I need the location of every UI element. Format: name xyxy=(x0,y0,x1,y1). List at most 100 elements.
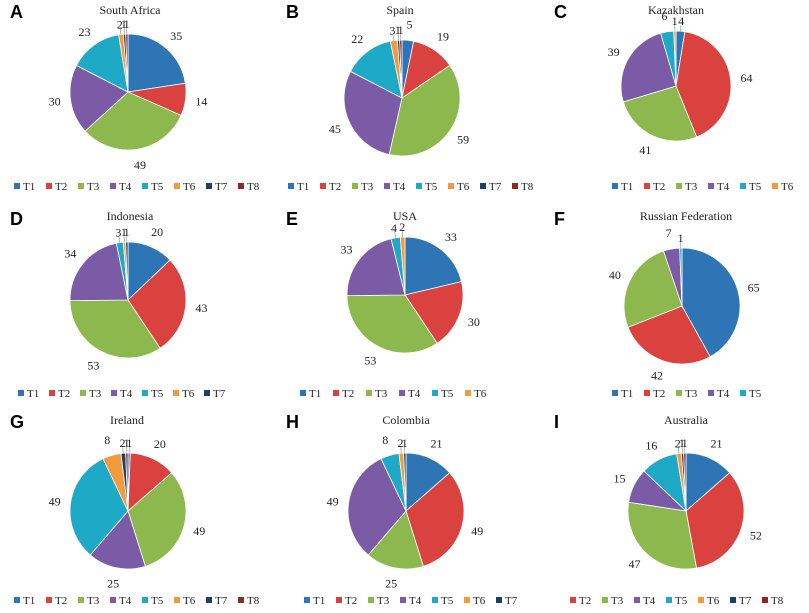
pie-data-label: 1 xyxy=(124,436,130,450)
pie-slice-t3 xyxy=(127,472,187,567)
legend-label: T8 xyxy=(247,595,260,607)
legend-swatch-t1 xyxy=(288,183,294,189)
legend-swatch-t3 xyxy=(78,597,84,603)
legend-label: T7 xyxy=(215,595,228,607)
pie-slice-t6 xyxy=(673,30,677,87)
pie-title: Indonesia xyxy=(107,209,154,223)
pie-title: Ireland xyxy=(110,413,144,427)
label-leader-line xyxy=(394,231,396,238)
pie-data-label: 20 xyxy=(154,437,166,451)
legend-swatch-t7 xyxy=(496,597,502,603)
pie-data-label: 20 xyxy=(151,225,163,239)
pie-slice-t1 xyxy=(681,247,741,358)
pie-slice-t3 xyxy=(623,250,683,328)
legend-swatch-t4 xyxy=(400,597,406,603)
legend-swatch-t7 xyxy=(206,183,212,189)
legend-label: T1 xyxy=(621,388,633,400)
legend-label: T2 xyxy=(342,388,354,400)
pie-data-label: 14 xyxy=(195,95,207,109)
legend-label: T2 xyxy=(579,595,591,607)
legend-label: T3 xyxy=(685,181,698,193)
pie-data-label: 33 xyxy=(445,230,457,244)
pie-data-label: 41 xyxy=(639,143,651,157)
legend-swatch-t7 xyxy=(204,390,210,396)
legend-label: T5 xyxy=(749,181,762,193)
pie-slice-t2 xyxy=(675,31,732,138)
legend-swatch-t2 xyxy=(49,390,55,396)
legend-label: T2 xyxy=(55,595,67,607)
pie-data-label: 47 xyxy=(628,557,640,571)
legend-label: T7 xyxy=(505,595,518,607)
legend-swatch-t5 xyxy=(142,183,148,189)
pie-data-label: 49 xyxy=(134,158,146,172)
pie-data-label: 49 xyxy=(471,524,483,538)
legend-swatch-t4 xyxy=(110,183,116,189)
legend-label: T7 xyxy=(215,181,228,193)
legend-swatch-t2 xyxy=(336,597,342,603)
pie-data-label: 2 xyxy=(675,437,681,451)
legend-swatch-t4 xyxy=(708,183,714,189)
pie-data-label: 19 xyxy=(437,29,449,43)
pie-data-label: 3 xyxy=(115,226,121,240)
legend-swatch-t1 xyxy=(612,390,618,396)
legend-label: T6 xyxy=(781,181,794,193)
panel-letter: F xyxy=(554,209,565,229)
legend-label: T3 xyxy=(377,595,390,607)
legend-label: T2 xyxy=(345,595,357,607)
legend-swatch-t7 xyxy=(480,183,486,189)
legend-label: T8 xyxy=(771,595,784,607)
legend-swatch-t1 xyxy=(18,390,24,396)
legend-swatch-t6 xyxy=(464,597,470,603)
pie-slice-t7 xyxy=(403,452,407,512)
pie-data-label: 21 xyxy=(431,437,443,451)
pie-slice-t3 xyxy=(622,85,698,142)
legend-label: T5 xyxy=(151,181,164,193)
pie-slice-t4 xyxy=(343,70,403,156)
pie-data-label: 39 xyxy=(608,45,620,59)
pie-slice-t1 xyxy=(404,236,462,296)
legend-label: T2 xyxy=(653,181,665,193)
legend-label: T7 xyxy=(739,595,752,607)
legend-swatch-t2 xyxy=(46,183,52,189)
pie-data-label: 4 xyxy=(678,14,684,28)
legend-label: T3 xyxy=(89,388,102,400)
pie-data-label: 5 xyxy=(406,17,412,31)
pie-data-label: 53 xyxy=(364,353,376,367)
legend-swatch-t2 xyxy=(333,390,339,396)
legend-swatch-t6 xyxy=(174,183,180,189)
legend-label: T4 xyxy=(717,181,730,193)
legend-swatch-t5 xyxy=(142,390,148,396)
legend-label: T3 xyxy=(87,595,100,607)
pie-slice-t2 xyxy=(627,305,711,365)
legend-swatch-t3 xyxy=(78,183,84,189)
legend-label: T8 xyxy=(521,181,534,193)
pie-slice-t2 xyxy=(127,259,187,349)
legend-swatch-t1 xyxy=(14,597,20,603)
pie-data-label: 1 xyxy=(124,17,130,31)
panel-letter: I xyxy=(554,412,559,432)
pie-data-label: 25 xyxy=(385,576,397,590)
legend-label: T4 xyxy=(717,388,730,400)
legend-label: T6 xyxy=(474,388,487,400)
pie-data-label: 49 xyxy=(193,524,205,538)
legend-swatch-t4 xyxy=(111,390,117,396)
legend-swatch-t4 xyxy=(384,183,390,189)
pie-slice-t8 xyxy=(399,39,403,99)
legend-label: T3 xyxy=(375,388,388,400)
pie-slice-t4 xyxy=(620,32,677,103)
legend-label: T3 xyxy=(685,388,698,400)
pie-data-label: 2 xyxy=(119,436,125,450)
pie-data-label: 23 xyxy=(79,25,91,39)
pie-data-label: 7 xyxy=(666,226,672,240)
legend-label: T5 xyxy=(749,388,762,400)
pie-data-label: 64 xyxy=(741,71,753,85)
pie-data-label: 45 xyxy=(329,122,341,136)
pie-data-label: 1 xyxy=(121,225,127,239)
legend-swatch-t4 xyxy=(399,390,405,396)
pie-slice-t5 xyxy=(69,458,129,556)
